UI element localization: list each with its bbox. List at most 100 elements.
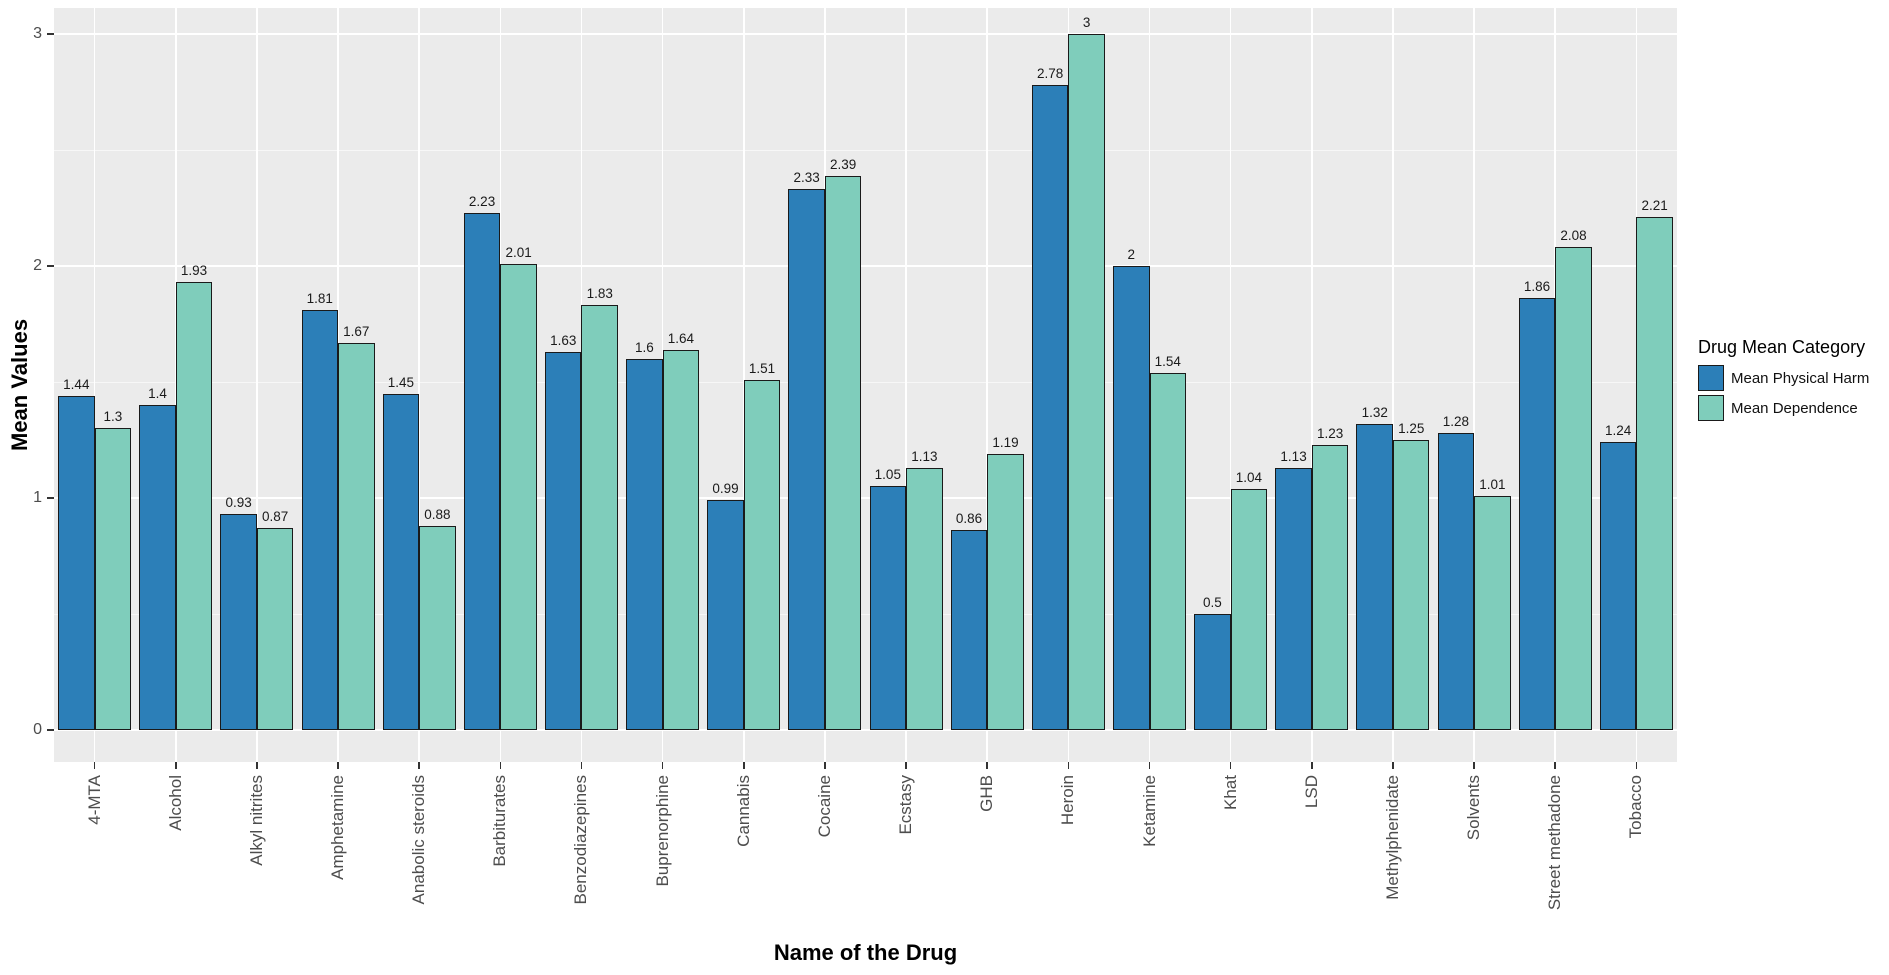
bar-value-label: 0.86: [955, 511, 983, 527]
gridline-major: [54, 33, 1677, 35]
x-axis-category-label: Anabolic steroids: [409, 775, 429, 905]
bar-mean-physical-harm: [139, 405, 176, 730]
legend-swatch-mean-physical-harm: [1698, 365, 1724, 391]
x-axis-category-label: GHB: [977, 775, 997, 812]
bar-value-label: 2.23: [468, 193, 496, 209]
bar-value-label: 1.19: [992, 434, 1019, 450]
bar-mean-physical-harm: [463, 212, 501, 730]
x-axis-tick: [986, 762, 989, 769]
gridline-vertical: [1067, 8, 1070, 762]
legend: Drug Mean Category Mean Physical Harm Me…: [1698, 337, 1869, 425]
bar-value-label: 1.24: [1605, 423, 1632, 439]
x-axis-category-label: Amphetamine: [328, 775, 348, 880]
bar-mean-dependence: [662, 349, 700, 730]
x-axis-category-label: Barbiturates: [490, 775, 510, 867]
x-axis-tick: [1311, 762, 1313, 769]
y-axis-tick: [47, 497, 54, 499]
x-axis-tick: [1554, 762, 1557, 769]
y-axis-tick: [47, 265, 54, 267]
y-axis-tick-label: 1: [33, 489, 42, 506]
bar-value-label: 1.01: [1479, 476, 1506, 492]
bar-value-label: 1.83: [586, 286, 613, 302]
x-axis-tick: [580, 762, 583, 769]
x-axis-tick: [1067, 762, 1070, 769]
x-axis-category-label: Methylphenidate: [1382, 775, 1402, 900]
x-axis-category-label: Tobacco: [1626, 775, 1646, 839]
bar-mean-dependence: [1392, 440, 1430, 730]
bar-mean-physical-harm: [301, 310, 339, 730]
bar-mean-dependence: [175, 282, 213, 730]
bar-value-label: 0.99: [712, 481, 739, 497]
bar-mean-physical-harm: [1599, 442, 1637, 730]
legend-label-mean-physical-harm: Mean Physical Harm: [1731, 369, 1870, 387]
bar-mean-dependence: [1555, 247, 1592, 730]
bar-value-label: 1.23: [1316, 425, 1344, 441]
bar-mean-physical-harm: [950, 530, 988, 730]
bar-mean-dependence: [419, 525, 456, 730]
bar-value-label: 2.01: [505, 244, 532, 260]
bar-value-label: 0.93: [225, 495, 252, 511]
legend-title: Drug Mean Category: [1698, 337, 1866, 357]
bar-mean-dependence: [1149, 372, 1187, 730]
bar-value-label: 1.54: [1154, 353, 1181, 369]
bar-mean-dependence: [1068, 34, 1105, 730]
gridline-minor: [54, 381, 1677, 383]
bar-value-label: 1.81: [306, 291, 333, 307]
bar-mean-dependence: [338, 342, 375, 730]
gridline-vertical: [1473, 8, 1475, 762]
gridline-major: [54, 729, 1677, 731]
bar-value-label: 1.6: [634, 339, 654, 355]
bar-value-label: 2.78: [1036, 66, 1064, 82]
y-axis-tick-label: 0: [33, 721, 42, 738]
bar-mean-dependence: [1636, 217, 1673, 730]
bar-mean-dependence: [1230, 488, 1268, 730]
gridline-vertical: [418, 8, 420, 762]
bar-mean-dependence: [581, 305, 618, 730]
bar-mean-physical-harm: [1031, 85, 1069, 730]
bar-value-label: 2: [1127, 247, 1136, 262]
gridline-vertical: [1229, 8, 1232, 762]
x-axis-title: Name of the Drug: [773, 940, 958, 965]
x-axis-tick: [256, 762, 258, 769]
x-axis-category-label: Solvents: [1464, 775, 1484, 841]
legend-entry-mean-physical-harm: Mean Physical Harm: [1698, 365, 1869, 391]
bar-mean-physical-harm: [58, 395, 95, 730]
x-axis-tick: [824, 762, 826, 769]
bar-value-label: 1.13: [911, 448, 938, 464]
bar-mean-dependence: [906, 467, 943, 730]
bar-value-label: 3: [1082, 15, 1091, 30]
gridline-vertical: [93, 8, 96, 762]
bar-mean-physical-harm: [1518, 298, 1556, 730]
x-axis-tick: [418, 762, 420, 769]
legend-swatch-mean-dependence: [1698, 395, 1724, 421]
y-axis-tick-label: 3: [33, 25, 42, 42]
gridline-vertical: [1311, 8, 1313, 762]
bar-value-label: 1.45: [387, 374, 415, 390]
bar-value-label: 2.08: [1560, 228, 1587, 244]
x-axis-category-label: Khat: [1220, 775, 1240, 810]
x-axis-tick: [742, 762, 745, 769]
x-axis-tick: [1148, 762, 1151, 769]
gridline-major: [54, 265, 1677, 267]
bar-mean-physical-harm: [869, 486, 907, 730]
x-axis-tick: [661, 762, 664, 769]
x-axis-tick: [1392, 762, 1394, 769]
y-axis-tick-label: 2: [33, 257, 42, 274]
bar-mean-physical-harm: [1356, 423, 1393, 730]
bar-mean-dependence: [1311, 444, 1349, 730]
bar-mean-physical-harm: [1437, 433, 1475, 730]
bar-mean-dependence: [743, 379, 781, 730]
bar-value-label: 1.67: [343, 323, 370, 339]
bar-mean-physical-harm: [626, 358, 663, 730]
bar-mean-dependence: [1474, 495, 1511, 730]
bar-mean-physical-harm: [1113, 266, 1150, 730]
gridline-vertical: [256, 8, 258, 762]
bar-value-label: 1.28: [1442, 414, 1469, 430]
gridline-vertical: [905, 8, 907, 762]
bar-mean-dependence: [824, 175, 862, 730]
bar-mean-dependence: [256, 528, 294, 730]
bar-mean-physical-harm: [220, 514, 257, 730]
x-axis-category-label: Cannabis: [733, 775, 753, 847]
x-axis-tick: [337, 762, 339, 769]
